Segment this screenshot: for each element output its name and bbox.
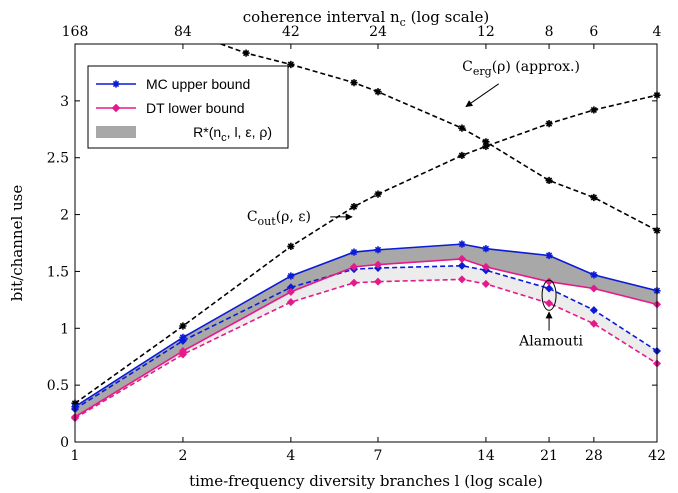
point-s0-2 <box>287 272 295 280</box>
series-line-2 <box>75 264 657 410</box>
x-tick-label-21: 21 <box>540 448 558 464</box>
point-s3-6 <box>481 279 490 288</box>
x-tick-label-42: 42 <box>648 448 666 464</box>
point-s5-4 <box>374 88 382 96</box>
x-tick-label-2: 2 <box>178 448 187 464</box>
tick-layer: 1 168 2 84 4 42 7 24 14 12 21 8 28 6 42 4 0 0.5 1 1.5 2 2.5 3 <box>47 24 666 464</box>
top-x-tick-label-4: 4 <box>653 24 662 40</box>
annotation-c-out: Cout(ρ, ε) <box>247 209 311 228</box>
legend-label-0: MC upper bound <box>146 76 250 92</box>
point-s5-2 <box>287 60 295 69</box>
point-s0-6 <box>482 245 490 253</box>
point-s4-8 <box>590 106 598 114</box>
legend-label-1: DT lower bound <box>146 100 245 116</box>
plot-frame <box>74 43 658 443</box>
point-s4-4 <box>374 190 382 198</box>
y-tick-label-1.5: 1.5 <box>47 264 69 280</box>
top-axis-label: coherence interval nc (log scale) <box>243 8 489 29</box>
point-s5-3 <box>350 79 358 87</box>
point-s0-4 <box>374 246 382 254</box>
point-s1-5 <box>457 254 466 263</box>
point-s1-4 <box>373 260 383 269</box>
point-s5-8 <box>590 193 598 202</box>
legend-swatch-band <box>96 126 136 138</box>
alamouti-ellipse <box>541 279 557 311</box>
point-s5-5 <box>458 124 466 132</box>
point-s4-1 <box>179 322 187 330</box>
point-s1-8 <box>589 284 598 293</box>
point-s1-7 <box>545 277 554 286</box>
x-tick-label-4: 4 <box>286 448 295 464</box>
y-tick-label-3: 3 <box>60 94 69 110</box>
annotation-alamouti: Alamouti <box>518 333 583 349</box>
annotation-c-erg: Cerg(ρ) (approx.) <box>462 59 580 78</box>
y-tick-label-0.5: 0.5 <box>47 378 69 394</box>
point-s5-1 <box>242 49 250 57</box>
series-line-4 <box>75 94 657 404</box>
point-s2-8 <box>589 306 598 315</box>
point-s4-5 <box>458 151 466 160</box>
point-s0-7 <box>545 251 553 260</box>
x-axis-label: time-frequency diversity branches l (log… <box>189 472 543 490</box>
annotation-c-erg-arrow <box>465 83 500 107</box>
point-s4-2 <box>287 242 295 251</box>
series-layer <box>75 44 657 419</box>
point-s2-5 <box>457 261 466 270</box>
top-x-tick-label-168: 168 <box>62 24 89 40</box>
rate-band-layer <box>75 244 657 419</box>
annotation-layer: Cerg(ρ) (approx.) Cout(ρ, ε) Alamouti <box>247 59 584 349</box>
point-s1-2 <box>286 287 295 296</box>
point-s0-3 <box>350 248 358 256</box>
series-line-1 <box>75 258 657 418</box>
point-s1-6 <box>481 262 490 271</box>
point-s1-1 <box>178 347 187 356</box>
top-x-tick-label-8: 8 <box>545 24 554 40</box>
point-s0-1 <box>179 333 187 341</box>
point-s5-7 <box>545 176 553 185</box>
legend-marker-0 <box>112 80 120 88</box>
point-s4-7 <box>545 120 553 128</box>
top-x-tick-label-42: 42 <box>282 24 300 40</box>
y-tick-label-2.5: 2.5 <box>47 151 69 167</box>
point-s4-6 <box>482 142 490 150</box>
point-s3-8 <box>589 319 598 328</box>
point-s3-4 <box>373 277 383 286</box>
point-s5-6 <box>482 138 490 146</box>
y-tick-label-1: 1 <box>60 321 69 337</box>
legend-label-2: R*(nc, l, ε, ρ) <box>193 124 272 144</box>
point-s2-7 <box>545 284 554 293</box>
top-x-tick-label-12: 12 <box>477 24 495 40</box>
x-tick-label-14: 14 <box>477 448 495 464</box>
y-tick-label-0: 0 <box>60 435 69 451</box>
top-x-tick-label-6: 6 <box>589 24 598 40</box>
point-s4-3 <box>350 203 358 211</box>
point-s0-8 <box>590 271 598 279</box>
x-tick-label-1: 1 <box>71 448 80 464</box>
point-s3-3 <box>349 278 359 287</box>
point-s3-7 <box>545 299 554 308</box>
point-s3-5 <box>457 275 466 284</box>
x-tick-label-28: 28 <box>585 448 603 464</box>
y-axis-label: bit/channel use <box>8 185 26 302</box>
series-line-0 <box>75 243 657 408</box>
x-tick-label-7: 7 <box>374 448 383 464</box>
top-x-tick-label-84: 84 <box>174 24 192 40</box>
top-x-tick-label-24: 24 <box>369 24 387 40</box>
y-tick-label-2: 2 <box>60 208 69 224</box>
point-s0-5 <box>458 240 466 248</box>
point-s3-2 <box>286 298 295 307</box>
series-line-3 <box>75 278 657 419</box>
point-s1-3 <box>349 262 359 271</box>
series-line-5 <box>218 44 657 232</box>
legend: MC upper bound DT lower bound R*(nc, l, ε,… <box>87 65 289 149</box>
legend-marker-1 <box>111 103 121 113</box>
